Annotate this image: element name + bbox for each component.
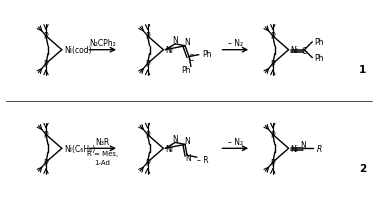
Text: N: N: [185, 153, 191, 162]
Text: 2: 2: [359, 163, 366, 173]
Text: R: R: [316, 144, 322, 153]
Text: Ph: Ph: [314, 38, 324, 47]
Text: P: P: [145, 60, 150, 69]
Text: N: N: [184, 136, 190, 145]
Text: Ph: Ph: [181, 66, 191, 75]
Text: 1: 1: [359, 65, 366, 75]
Text: P: P: [271, 130, 275, 139]
Text: Ni: Ni: [165, 46, 174, 55]
Text: P: P: [271, 32, 275, 41]
Text: Ni(cod): Ni(cod): [64, 46, 91, 55]
Text: – R: – R: [197, 155, 209, 164]
Text: Ph: Ph: [314, 54, 324, 63]
Text: P: P: [271, 158, 275, 167]
Text: N: N: [172, 36, 178, 45]
Text: P: P: [44, 32, 48, 41]
Text: P: P: [44, 130, 48, 139]
Text: N: N: [184, 38, 190, 47]
Text: N₂CPh₂: N₂CPh₂: [89, 39, 116, 48]
Text: P: P: [145, 130, 150, 139]
Text: P: P: [271, 60, 275, 69]
Text: Ni: Ni: [165, 144, 174, 153]
Text: R = Mes,: R = Mes,: [87, 150, 118, 156]
Text: – N₂: – N₂: [228, 137, 243, 146]
Text: P: P: [44, 60, 48, 69]
Text: Ni: Ni: [291, 144, 299, 153]
Text: N: N: [301, 140, 306, 149]
Text: C: C: [302, 47, 307, 56]
Text: Ph: Ph: [202, 50, 212, 59]
Text: C: C: [188, 54, 194, 63]
Text: – N₂: – N₂: [228, 39, 243, 48]
Text: P: P: [44, 158, 48, 167]
Text: Ni: Ni: [291, 46, 299, 55]
Text: Ni(C₆H₆): Ni(C₆H₆): [64, 144, 95, 153]
Text: P: P: [145, 158, 150, 167]
Text: 1-Ad: 1-Ad: [94, 159, 110, 165]
Text: N: N: [172, 134, 178, 143]
Text: N₃R: N₃R: [95, 137, 109, 146]
Text: P: P: [145, 32, 150, 41]
